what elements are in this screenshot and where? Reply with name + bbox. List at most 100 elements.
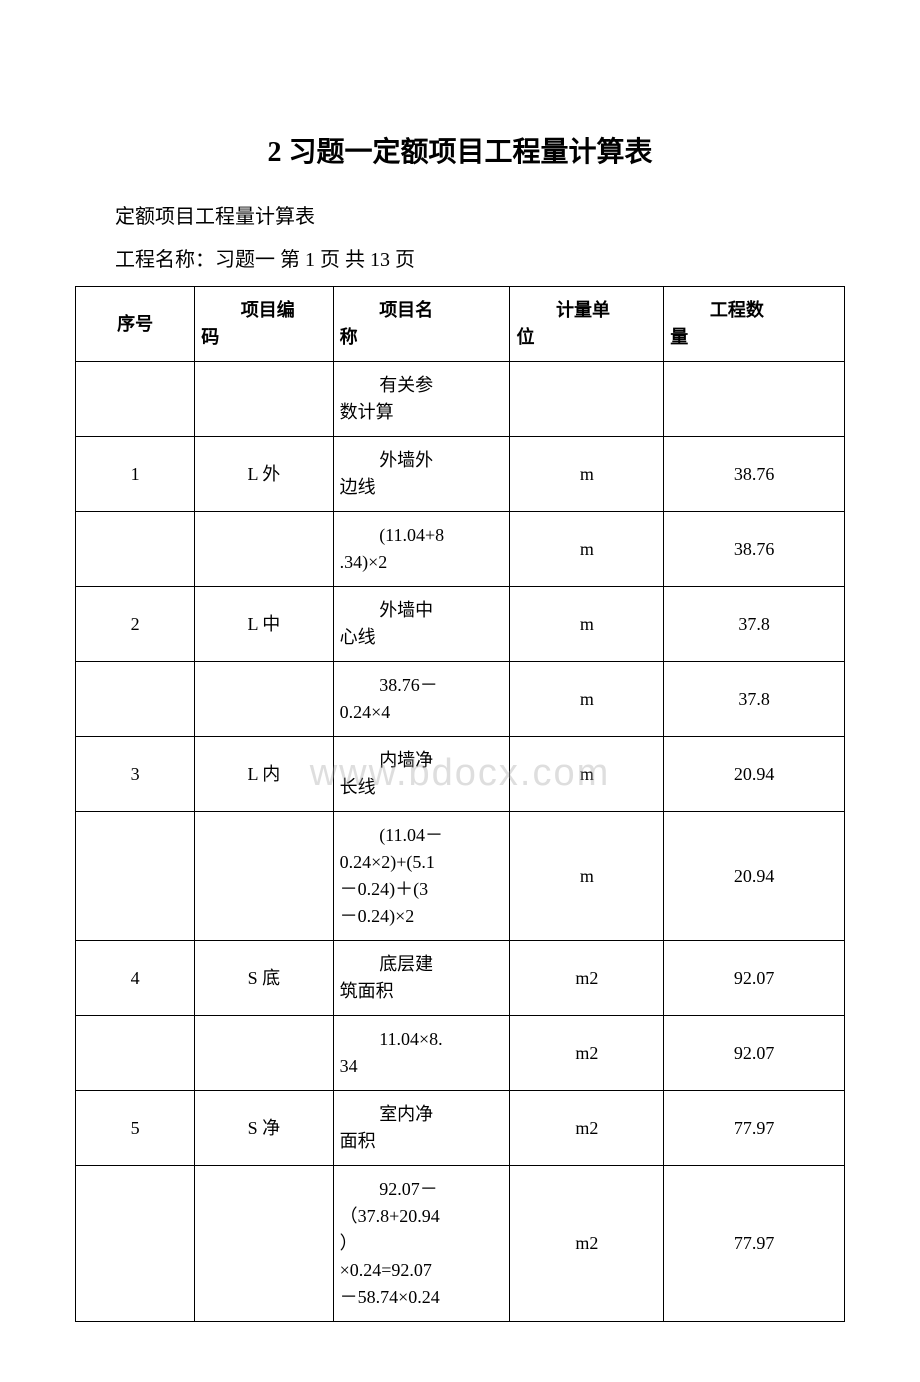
cell-name: 内墙净 长线: [333, 737, 510, 812]
cell-name-l1: 外墙中: [340, 597, 504, 624]
cell-unit: m: [510, 662, 664, 737]
table-row: 92.07－ （37.8+20.94 ） ×0.24=92.07 －58.74×…: [76, 1166, 845, 1322]
cell-code: [195, 1166, 333, 1322]
cell-seq: [76, 1166, 195, 1322]
col-header-unit-l2: 位: [516, 327, 534, 347]
col-header-name-l2: 称: [340, 327, 358, 347]
cell-name-l1: (11.04－: [340, 822, 504, 849]
cell-name: 底层建 筑面积: [333, 941, 510, 1016]
cell-seq: [76, 512, 195, 587]
cell-name-l1: 有关参: [340, 372, 504, 399]
cell-code: [195, 812, 333, 941]
cell-name-l1: 底层建: [340, 951, 504, 978]
table-row: 2 L 中 外墙中 心线 m 37.8: [76, 587, 845, 662]
cell-name-l2: 长线: [340, 777, 376, 797]
table-row: (11.04－ 0.24×2)+(5.1 －0.24)＋(3 －0.24)×2 …: [76, 812, 845, 941]
cell-seq: 2: [76, 587, 195, 662]
cell-name-l2: 面积: [340, 1131, 376, 1151]
cell-code: L 外: [195, 437, 333, 512]
cell-code: [195, 512, 333, 587]
cell-name-l1: 内墙净: [340, 747, 504, 774]
table-body: 有关参 数计算 1 L 外 外墙外 边线 m 38.76: [76, 362, 845, 1322]
cell-code: [195, 362, 333, 437]
meta-text: 工程名称：习题一 第 1 页 共 13 页: [75, 243, 845, 272]
cell-name-l2: 心线: [340, 627, 376, 647]
cell-code: [195, 662, 333, 737]
col-header-code-l1: 项目编: [201, 297, 326, 324]
cell-code: S 净: [195, 1091, 333, 1166]
cell-name: (11.04－ 0.24×2)+(5.1 －0.24)＋(3 －0.24)×2: [333, 812, 510, 941]
cell-qty: 92.07: [664, 1016, 845, 1091]
cell-unit: m: [510, 587, 664, 662]
page-title: 2 习题一定额项目工程量计算表: [75, 130, 845, 170]
cell-unit: m2: [510, 1166, 664, 1322]
cell-name-l2: 筑面积: [340, 981, 394, 1001]
cell-name-l1: 外墙外: [340, 447, 504, 474]
cell-code: L 中: [195, 587, 333, 662]
cell-qty: 20.94: [664, 812, 845, 941]
cell-name: 有关参 数计算: [333, 362, 510, 437]
cell-name-l1: (11.04+8: [340, 522, 504, 549]
col-header-code: 项目编 码: [195, 287, 333, 362]
col-header-name: 项目名 称: [333, 287, 510, 362]
cell-seq: [76, 812, 195, 941]
cell-qty: 38.76: [664, 437, 845, 512]
cell-seq: [76, 1016, 195, 1091]
cell-name-l1: 38.76－: [340, 672, 504, 699]
cell-qty: 92.07: [664, 941, 845, 1016]
col-header-unit-l1: 计量单: [516, 297, 657, 324]
cell-seq: 4: [76, 941, 195, 1016]
table-row: 有关参 数计算: [76, 362, 845, 437]
col-header-qty-l2: 量: [670, 327, 688, 347]
cell-code: [195, 1016, 333, 1091]
cell-name: 外墙外 边线: [333, 437, 510, 512]
table-row: (11.04+8 .34)×2 m 38.76: [76, 512, 845, 587]
cell-unit: m2: [510, 1091, 664, 1166]
cell-qty: 20.94: [664, 737, 845, 812]
col-header-code-l2: 码: [201, 327, 219, 347]
table-header-row: 序号 项目编 码 项目名 称 计量单 位 工程数 量: [76, 287, 845, 362]
cell-unit: m: [510, 437, 664, 512]
cell-name-l2: 数计算: [340, 402, 394, 422]
table-row: 5 S 净 室内净 面积 m2 77.97: [76, 1091, 845, 1166]
col-header-name-l1: 项目名: [340, 297, 504, 324]
cell-qty: [664, 362, 845, 437]
col-header-qty: 工程数 量: [664, 287, 845, 362]
cell-name: 室内净 面积: [333, 1091, 510, 1166]
table-row: 4 S 底 底层建 筑面积 m2 92.07: [76, 941, 845, 1016]
cell-name-rest: 0.24×2)+(5.1 －0.24)＋(3 －0.24)×2: [340, 852, 435, 926]
col-header-qty-l1: 工程数: [670, 297, 838, 324]
cell-seq: 1: [76, 437, 195, 512]
cell-name-l1: 室内净: [340, 1101, 504, 1128]
cell-name-rest: （37.8+20.94 ） ×0.24=92.07 －58.74×0.24: [340, 1206, 440, 1307]
cell-unit: m: [510, 512, 664, 587]
cell-qty: 77.97: [664, 1166, 845, 1322]
cell-name: 92.07－ （37.8+20.94 ） ×0.24=92.07 －58.74×…: [333, 1166, 510, 1322]
col-header-unit: 计量单 位: [510, 287, 664, 362]
cell-qty: 38.76: [664, 512, 845, 587]
cell-unit: m2: [510, 1016, 664, 1091]
cell-name-l1: 92.07－: [340, 1176, 504, 1203]
cell-name-l2: .34)×2: [340, 552, 388, 572]
cell-name-l2: 边线: [340, 477, 376, 497]
subtitle-text: 定额项目工程量计算表: [75, 200, 845, 229]
calculation-table: 序号 项目编 码 项目名 称 计量单 位 工程数 量: [75, 286, 845, 1322]
cell-unit: m2: [510, 941, 664, 1016]
cell-unit: m: [510, 737, 664, 812]
cell-name: (11.04+8 .34)×2: [333, 512, 510, 587]
table-row: 38.76－ 0.24×4 m 37.8: [76, 662, 845, 737]
cell-seq: 5: [76, 1091, 195, 1166]
cell-code: L 内: [195, 737, 333, 812]
cell-seq: [76, 362, 195, 437]
cell-qty: 37.8: [664, 587, 845, 662]
col-header-seq: 序号: [76, 287, 195, 362]
cell-code: S 底: [195, 941, 333, 1016]
cell-qty: 77.97: [664, 1091, 845, 1166]
table-row: 11.04×8. 34 m2 92.07: [76, 1016, 845, 1091]
cell-name-l2: 34: [340, 1056, 358, 1076]
cell-name-l1: 11.04×8.: [340, 1026, 504, 1053]
cell-name: 外墙中 心线: [333, 587, 510, 662]
cell-unit: m: [510, 812, 664, 941]
cell-seq: 3: [76, 737, 195, 812]
cell-name-l2: 0.24×4: [340, 702, 391, 722]
